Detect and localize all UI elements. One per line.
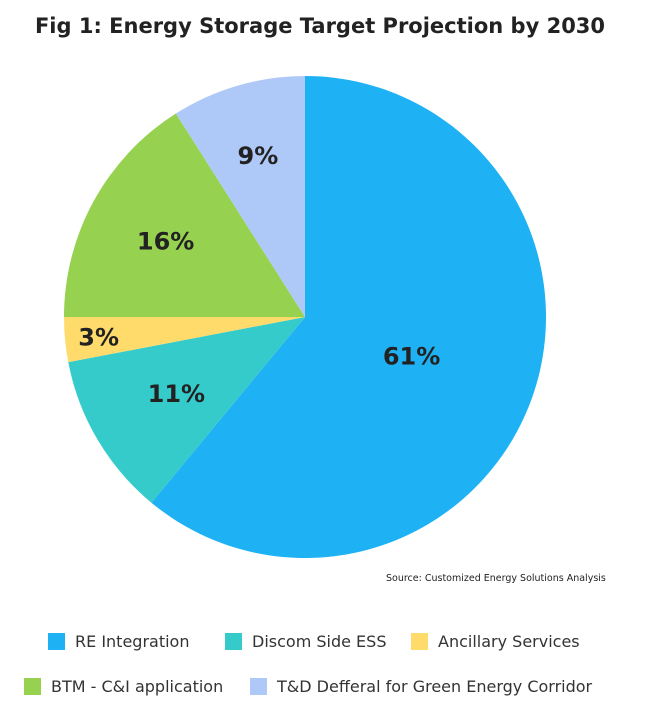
legend-item-3: Ancillary Services xyxy=(411,632,580,651)
legend-label: T&D Defferal for Green Energy Corridor xyxy=(277,677,593,696)
legend-label: Ancillary Services xyxy=(438,632,580,651)
pie-data-labels: 61% 11% 3% 16% 9% xyxy=(78,142,440,408)
pie-slice-1 xyxy=(151,76,547,558)
legend-item-2: Discom Side ESS xyxy=(225,632,386,651)
source-note: Source: Customized Energy Solutions Anal… xyxy=(386,573,606,584)
pie-slice-4 xyxy=(64,113,305,317)
legend-swatch xyxy=(411,633,428,650)
legend-swatch xyxy=(225,633,242,650)
slice-data-label-5: 9% xyxy=(238,142,279,170)
pie-slice-2 xyxy=(68,317,306,503)
pie-slice-3 xyxy=(64,317,305,363)
legend-swatch xyxy=(48,633,65,650)
pie-slice-5 xyxy=(175,76,305,317)
slice-data-label-2: 11% xyxy=(148,380,205,408)
legend-item-5: T&D Defferal for Green Energy Corridor xyxy=(250,677,592,696)
chart-title: Fig 1: Energy Storage Target Projection … xyxy=(34,14,606,38)
legend-item-4: BTM - C&I application xyxy=(24,677,223,696)
slice-data-label-4: 16% xyxy=(137,227,194,255)
legend-swatch xyxy=(250,678,267,695)
legend-item-1: RE Integration xyxy=(48,632,189,651)
slice-data-label-3: 3% xyxy=(78,324,119,352)
legend-label: Discom Side ESS xyxy=(252,632,387,651)
legend-label: RE Integration xyxy=(75,632,190,651)
slice-data-label-1: 61% xyxy=(383,342,440,370)
legend-label: BTM - C&I application xyxy=(51,677,224,696)
legend-swatch xyxy=(24,678,41,695)
pie-slices xyxy=(64,76,547,558)
